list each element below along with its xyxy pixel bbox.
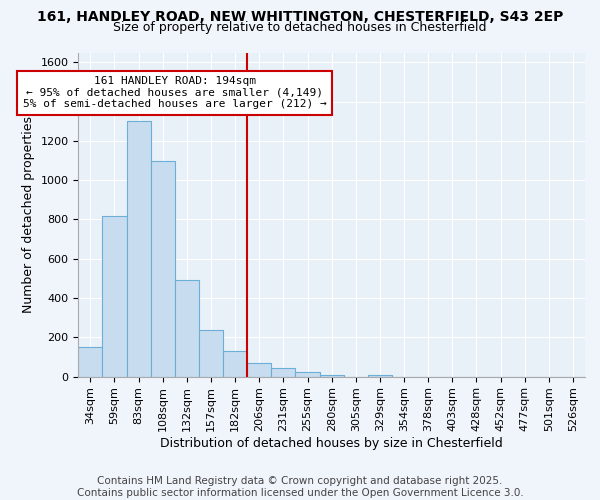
Text: 161 HANDLEY ROAD: 194sqm
← 95% of detached houses are smaller (4,149)
5% of semi: 161 HANDLEY ROAD: 194sqm ← 95% of detach… (23, 76, 326, 110)
Bar (295, 372, 320, 376)
Text: Size of property relative to detached houses in Chesterfield: Size of property relative to detached ho… (113, 22, 487, 35)
Bar (127, 121, 151, 376)
Bar (247, 363, 271, 376)
X-axis label: Distribution of detached houses by size in Chesterfield: Distribution of detached houses by size … (160, 437, 503, 450)
Bar (368, 374, 392, 376)
Text: Contains HM Land Registry data © Crown copyright and database right 2025.
Contai: Contains HM Land Registry data © Crown c… (77, 476, 523, 498)
Bar (320, 374, 344, 376)
Bar (151, 160, 175, 376)
Bar (271, 368, 295, 376)
Bar (79, 347, 103, 376)
Y-axis label: Number of detached properties: Number of detached properties (22, 116, 35, 313)
Bar (199, 330, 223, 376)
Bar (103, 216, 127, 376)
Bar (175, 280, 199, 376)
Text: 161, HANDLEY ROAD, NEW WHITTINGTON, CHESTERFIELD, S43 2EP: 161, HANDLEY ROAD, NEW WHITTINGTON, CHES… (37, 10, 563, 24)
Bar (223, 351, 247, 376)
